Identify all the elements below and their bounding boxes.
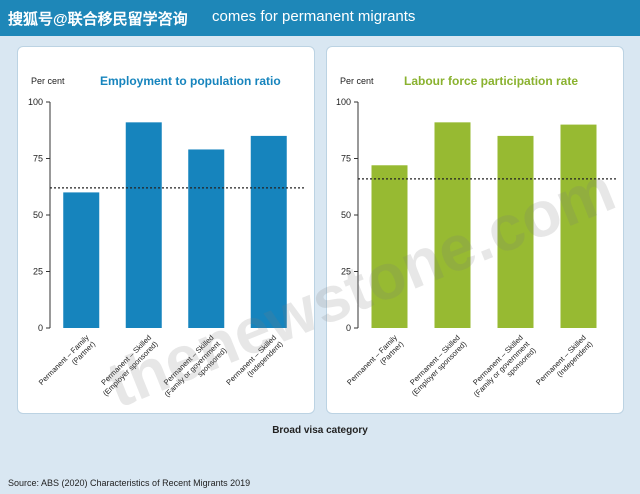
bar-employment — [250, 135, 287, 328]
category-label: Permanent – Skilled(Independent) — [534, 333, 595, 394]
header-title-suffix: comes for permanent migrants — [212, 8, 416, 25]
category-label: Permanent – Family(Partner) — [345, 333, 406, 394]
y-axis-label-participation: Per cent — [340, 76, 374, 86]
y-tick-label: 25 — [341, 267, 351, 277]
y-tick-label: 25 — [33, 267, 43, 277]
y-tick-label: 0 — [346, 323, 351, 333]
chart-title-participation: Labour force participation rate — [404, 74, 579, 88]
bar-participation — [434, 122, 471, 328]
category-label: Permanent – Skilled(Independent) — [224, 333, 285, 394]
category-label: Permanent – Skilled(Family or government… — [156, 332, 229, 405]
y-tick-label: 50 — [341, 210, 351, 220]
category-label-line: (Family or government — [163, 339, 223, 399]
y-tick-label: 100 — [336, 97, 351, 107]
chart-title-employment: Employment to population ratio — [100, 74, 281, 88]
bar-participation — [560, 124, 597, 328]
category-label-line: (Employer sponsored) — [410, 339, 469, 398]
y-axis-label-employment: Per cent — [31, 76, 65, 86]
y-tick-label: 100 — [28, 97, 43, 107]
bar-employment — [188, 149, 225, 328]
bar-participation — [497, 135, 534, 328]
y-tick-label: 75 — [341, 154, 351, 164]
y-tick-label: 50 — [33, 210, 43, 220]
y-tick-label: 75 — [33, 154, 43, 164]
category-label-line: (Employer sponsored) — [101, 339, 160, 398]
bar-employment — [125, 122, 162, 328]
category-label: Permanent – Skilled(Family or government… — [465, 332, 538, 405]
header-title: 搜狐号@联合移民留学咨询 — [8, 11, 188, 28]
category-label: Permanent – Skilled(Employer sponsored) — [95, 333, 160, 398]
category-label: Permanent – Skilled(Employer sponsored) — [403, 333, 468, 398]
x-axis-title: Broad visa category — [272, 425, 368, 436]
bar-employment — [63, 192, 100, 328]
source-note: Source: ABS (2020) Characteristics of Re… — [8, 478, 251, 488]
bar-participation — [371, 165, 408, 328]
category-label: Permanent – Family(Partner) — [37, 333, 98, 394]
category-label-line: (Family or government — [472, 339, 532, 399]
y-tick-label: 0 — [38, 323, 43, 333]
figure-header-bar: 搜狐号@联合移民留学咨询 comes for permanent migrant… — [0, 0, 640, 36]
